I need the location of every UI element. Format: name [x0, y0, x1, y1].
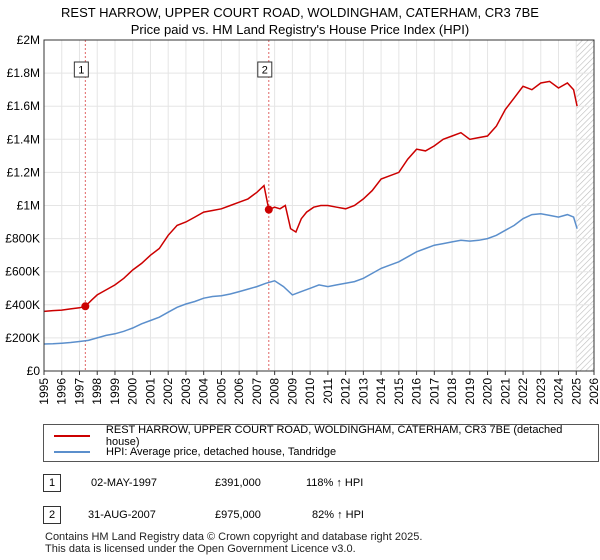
- legend-label-hpi: HPI: Average price, detached house, Tand…: [106, 446, 337, 458]
- x-tick-label: 2009: [285, 378, 299, 405]
- price-chart: 1 2 £0 £200K £400K £600K £800K £1M £1.2M £1.4M £1…: [5, 33, 600, 405]
- x-tick-label: 2005: [214, 378, 228, 405]
- y-tick-label: £0: [27, 364, 41, 378]
- x-tick-label: 2019: [463, 378, 477, 405]
- x-tick-label: 2003: [179, 378, 193, 405]
- x-tick-label: 2006: [232, 378, 246, 405]
- footer-copyright: Contains HM Land Registry data © Crown c…: [45, 531, 423, 543]
- y-tick-label: £1.2M: [7, 165, 40, 179]
- x-tick-label: 1996: [55, 378, 69, 405]
- x-tick-label: 2021: [498, 378, 512, 405]
- sale-marker-badge: [73, 61, 89, 78]
- sale-marker-label: 1: [78, 65, 84, 77]
- x-tick-label: 2016: [410, 378, 424, 405]
- x-tick-label: 2001: [143, 378, 157, 405]
- transaction-number-badge: 1: [43, 474, 61, 492]
- x-tick-label: 2018: [445, 378, 459, 405]
- transaction-price: £975,000: [215, 509, 261, 521]
- x-tick-label: 2011: [321, 378, 335, 404]
- hpi-series-line: [43, 213, 578, 345]
- transaction-row: 2 31-AUG-2007 £975,000 82% ↑ HPI: [43, 506, 599, 526]
- x-tick-label: 2020: [481, 378, 495, 405]
- transaction-hpi-change: 118% ↑ HPI: [306, 477, 364, 489]
- y-tick-label: £1M: [17, 199, 40, 213]
- y-tick-label: £1.4M: [7, 132, 40, 146]
- y-tick-label: £800K: [5, 232, 40, 246]
- transaction-date: 31-AUG-2007: [88, 509, 156, 521]
- x-tick-label: 1995: [37, 378, 51, 405]
- x-tick-label: 2023: [534, 378, 548, 405]
- x-tick-label: 2017: [427, 378, 441, 405]
- sale-marker-badge: [257, 61, 273, 78]
- x-tick-label: 1999: [108, 378, 122, 405]
- legend-label-property: REST HARROW, UPPER COURT ROAD, WOLDINGHA…: [105, 424, 563, 448]
- x-tick-label: 2025: [569, 378, 583, 405]
- transaction-date: 02-MAY-1997: [91, 477, 158, 489]
- sale-point: [264, 205, 273, 214]
- y-tick-label: £200K: [5, 331, 40, 345]
- footer-licence: This data is licensed under the Open Gov…: [45, 543, 356, 555]
- x-tick-label: 2008: [268, 378, 282, 405]
- transaction-price: £391,000: [215, 477, 261, 489]
- y-tick-label: £2M: [17, 33, 40, 47]
- y-tick-label: £600K: [5, 265, 40, 279]
- chart-title-line-1: REST HARROW, UPPER COURT ROAD, WOLDINGHA…: [61, 5, 539, 20]
- x-tick-label: 2013: [356, 378, 370, 405]
- legend-item-property: REST HARROW, UPPER COURT ROAD, WOLDINGHA…: [54, 424, 598, 448]
- chart-title-line-2: Price paid vs. HM Land Registry's House …: [130, 22, 470, 37]
- legend-item-hpi: HPI: Average price, detached house, Tand…: [54, 445, 336, 459]
- x-tick-label: 2004: [197, 378, 211, 405]
- transaction-row: 1 02-MAY-1997 £391,000 118% ↑ HPI: [43, 474, 599, 494]
- legend-swatch-property: [54, 435, 90, 437]
- y-tick-label: £1.6M: [7, 99, 40, 113]
- x-tick-label: 2010: [303, 378, 317, 405]
- x-tick-label: 2007: [250, 378, 264, 405]
- x-tick-label: 2015: [392, 378, 406, 405]
- x-tick-label: 1998: [90, 378, 104, 405]
- x-tick-label: 2024: [552, 378, 566, 405]
- y-tick-label: £1.8M: [7, 66, 40, 80]
- x-tick-label: 2002: [161, 378, 175, 405]
- x-tick-label: 2000: [126, 378, 140, 405]
- legend-swatch-hpi: [54, 451, 90, 453]
- x-tick-label: 2014: [374, 378, 388, 405]
- x-tick-label: 2012: [339, 378, 353, 405]
- transaction-hpi-change: 82% ↑ HPI: [312, 509, 364, 521]
- x-tick-label: 2026: [587, 378, 600, 405]
- sale-point: [81, 302, 90, 311]
- y-tick-label: £400K: [5, 298, 40, 312]
- transaction-number-badge: 2: [43, 506, 61, 524]
- property-series-line: [43, 80, 578, 313]
- plot-border: [43, 39, 595, 372]
- chart-legend: REST HARROW, UPPER COURT ROAD, WOLDINGHA…: [43, 424, 599, 462]
- sale-marker-label: 2: [262, 65, 268, 77]
- x-tick-label: 2022: [516, 378, 530, 405]
- x-tick-label: 1997: [72, 378, 86, 405]
